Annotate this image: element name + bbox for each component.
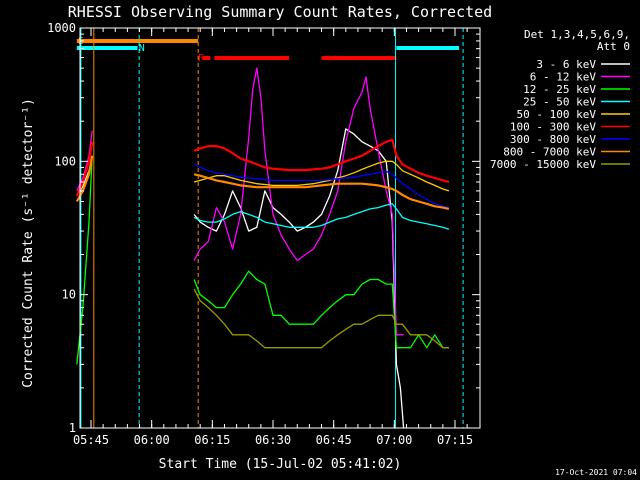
x-tick-label: 06:30	[255, 433, 291, 447]
legend-label: 25 - 50 keV	[523, 96, 596, 109]
axes: 1 10 100 1000 05:45 06:00 06:15 06:30 06:45 07:00…	[47, 21, 481, 447]
plot-frame	[79, 27, 481, 429]
x-tick-label: 06:15	[194, 433, 230, 447]
x-tick-label: 05:45	[73, 433, 109, 447]
y-tick-label: 100	[54, 154, 76, 168]
x-tick-label: 07:15	[437, 433, 473, 447]
y-tick-label: 10	[62, 288, 76, 302]
series-line-3	[193, 203, 450, 230]
x-tick-label: 07:00	[376, 433, 412, 447]
y-axis-label: Corrected Count Rate (s⁻¹ detector⁻¹)	[21, 98, 36, 388]
legend-label: 7000 - 15000 keV	[490, 158, 596, 171]
legend-label: 800 - 7000 keV	[503, 146, 596, 159]
series-line-4	[193, 160, 450, 192]
flag-label-f: F	[198, 53, 204, 64]
chart-title: RHESSI Observing Summary Count Rates, Co…	[68, 3, 492, 21]
legend-label: 12 - 25 keV	[523, 83, 596, 96]
legend-label: 6 - 12 keV	[530, 71, 597, 84]
legend-header-line-2: Att 0	[597, 40, 630, 53]
series-line-6	[193, 163, 450, 209]
x-axis-label: Start Time (15-Jul-02 05:41:02)	[159, 457, 402, 472]
legend-label: 300 - 800 keV	[510, 133, 596, 146]
series-line-8	[193, 288, 449, 349]
x-tick-label: 06:45	[316, 433, 352, 447]
legend-label: 100 - 300 keV	[510, 121, 596, 134]
legend-label: 50 - 100 keV	[517, 108, 597, 121]
timestamp-annotation: 17-Oct-2021 07:04	[555, 468, 637, 477]
y-tick-label: 1	[69, 421, 76, 435]
x-tick-label: 06:00	[134, 433, 170, 447]
legend-header-line-1: Det 1,3,4,5,6,9,	[524, 28, 630, 41]
legend-label: 3 - 6 keV	[536, 58, 596, 71]
flag-label-n: N	[139, 43, 145, 54]
y-tick-label: 1000	[47, 21, 76, 35]
